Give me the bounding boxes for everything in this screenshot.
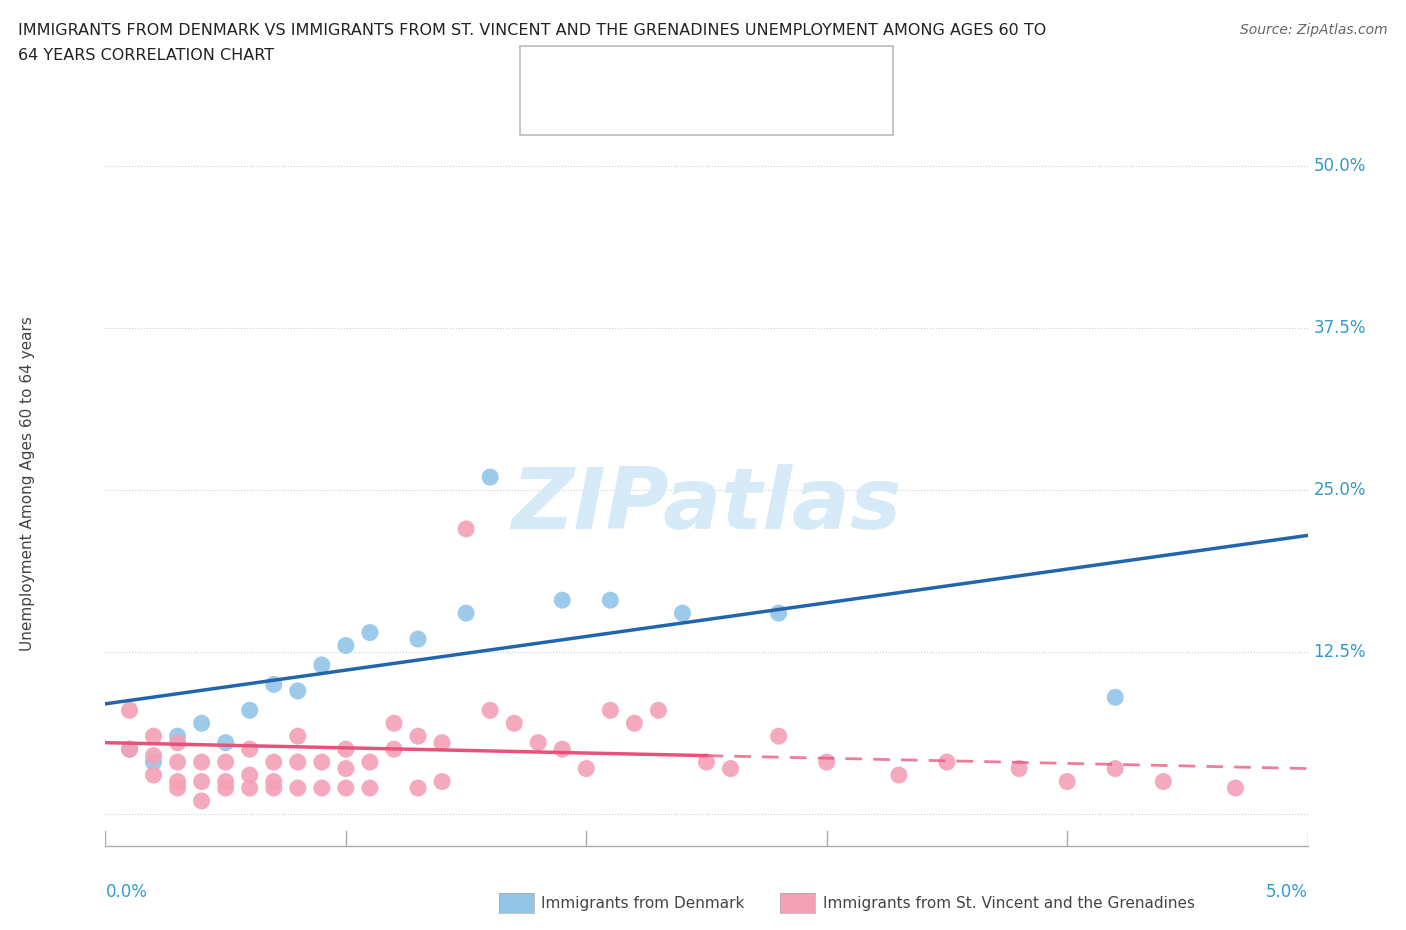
Point — [311, 754, 333, 769]
Point — [335, 780, 357, 795]
Point — [335, 742, 357, 757]
Point — [599, 703, 621, 718]
Point — [406, 780, 429, 795]
Point — [647, 703, 669, 718]
Point — [287, 754, 309, 769]
Point — [479, 470, 502, 485]
Point — [1056, 774, 1078, 789]
Point — [406, 729, 429, 744]
Point — [287, 684, 309, 698]
Point — [263, 754, 285, 769]
Text: 50.0%: 50.0% — [1313, 157, 1367, 175]
Point — [239, 703, 262, 718]
Point — [720, 761, 742, 776]
Text: Immigrants from St. Vincent and the Grenadines: Immigrants from St. Vincent and the Gren… — [823, 897, 1195, 911]
Point — [815, 754, 838, 769]
Point — [335, 638, 357, 653]
Text: Immigrants from Denmark: Immigrants from Denmark — [541, 897, 745, 911]
Point — [1225, 780, 1247, 795]
Text: 37.5%: 37.5% — [1313, 319, 1367, 338]
Point — [1008, 761, 1031, 776]
Point — [142, 754, 165, 769]
Point — [166, 774, 188, 789]
Point — [239, 780, 262, 795]
Point — [311, 658, 333, 672]
Text: R = -0.055   N = 57: R = -0.055 N = 57 — [582, 100, 754, 119]
Point — [263, 774, 285, 789]
Point — [118, 742, 141, 757]
Point — [1104, 761, 1126, 776]
Point — [382, 742, 405, 757]
Point — [382, 716, 405, 731]
Point — [190, 716, 212, 731]
Point — [166, 736, 188, 751]
Point — [142, 767, 165, 782]
Point — [190, 754, 212, 769]
Text: 0.0%: 0.0% — [105, 883, 148, 900]
Text: R =  0.300   N = 19: R = 0.300 N = 19 — [582, 60, 752, 79]
Point — [551, 592, 574, 607]
Point — [359, 754, 381, 769]
Point — [214, 754, 236, 769]
Point — [239, 767, 262, 782]
Point — [768, 605, 790, 620]
Point — [118, 703, 141, 718]
Point — [359, 625, 381, 640]
Point — [623, 716, 645, 731]
Point — [311, 780, 333, 795]
Text: 12.5%: 12.5% — [1313, 643, 1367, 661]
Point — [1152, 774, 1174, 789]
Point — [166, 729, 188, 744]
Point — [359, 780, 381, 795]
Point — [479, 703, 502, 718]
Point — [166, 780, 188, 795]
Point — [1104, 690, 1126, 705]
Point — [406, 631, 429, 646]
Text: Unemployment Among Ages 60 to 64 years: Unemployment Among Ages 60 to 64 years — [20, 316, 35, 651]
Text: ZIPatlas: ZIPatlas — [512, 464, 901, 547]
Point — [214, 774, 236, 789]
Point — [263, 780, 285, 795]
Point — [430, 774, 453, 789]
Point — [430, 736, 453, 751]
Point — [936, 754, 959, 769]
Text: 5.0%: 5.0% — [1265, 883, 1308, 900]
Point — [335, 761, 357, 776]
Point — [239, 742, 262, 757]
Point — [527, 736, 550, 751]
Point — [503, 716, 526, 731]
Point — [768, 729, 790, 744]
Point — [551, 742, 574, 757]
Point — [454, 605, 477, 620]
Point — [118, 742, 141, 757]
Point — [287, 780, 309, 795]
Point — [575, 761, 598, 776]
Text: IMMIGRANTS FROM DENMARK VS IMMIGRANTS FROM ST. VINCENT AND THE GRENADINES UNEMPL: IMMIGRANTS FROM DENMARK VS IMMIGRANTS FR… — [18, 23, 1046, 38]
Point — [142, 729, 165, 744]
Point — [287, 729, 309, 744]
Point — [263, 677, 285, 692]
Point — [454, 522, 477, 537]
Point — [214, 736, 236, 751]
Point — [696, 754, 718, 769]
Point — [142, 748, 165, 763]
Point — [599, 592, 621, 607]
Text: 25.0%: 25.0% — [1313, 481, 1367, 499]
Point — [214, 780, 236, 795]
Point — [166, 754, 188, 769]
Text: Source: ZipAtlas.com: Source: ZipAtlas.com — [1240, 23, 1388, 37]
Point — [190, 774, 212, 789]
Point — [671, 605, 693, 620]
Point — [887, 767, 910, 782]
Point — [190, 793, 212, 808]
Text: 64 YEARS CORRELATION CHART: 64 YEARS CORRELATION CHART — [18, 48, 274, 63]
